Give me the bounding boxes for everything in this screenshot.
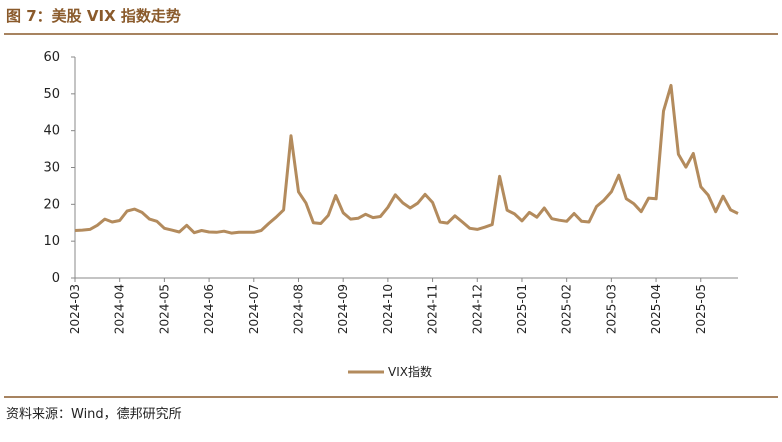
chart-title: 图 7：美股 VIX 指数走势 bbox=[6, 7, 181, 25]
x-tick-label: 2025-02 bbox=[560, 284, 574, 334]
legend-label: VIX指数 bbox=[388, 364, 432, 379]
y-tick-label: 20 bbox=[43, 197, 60, 212]
y-tick-label: 60 bbox=[43, 50, 60, 65]
x-tick-label: 2024-04 bbox=[113, 284, 127, 334]
x-tick-label: 2024-05 bbox=[157, 284, 171, 334]
x-tick-label: 2024-11 bbox=[426, 284, 440, 334]
y-tick-label: 30 bbox=[43, 161, 60, 176]
x-tick-label: 2025-03 bbox=[604, 284, 618, 334]
y-tick-label: 0 bbox=[52, 271, 60, 286]
y-tick-label: 10 bbox=[43, 234, 60, 249]
x-tick-label: 2025-01 bbox=[515, 284, 529, 334]
x-tick-label: 2024-07 bbox=[247, 284, 261, 334]
y-tick-label: 40 bbox=[43, 124, 60, 139]
x-tick-label: 2024-08 bbox=[291, 284, 305, 334]
x-tick-label: 2024-06 bbox=[202, 284, 216, 334]
x-tick-label: 2024-10 bbox=[381, 284, 395, 334]
source-note: 资料来源：Wind，德邦研究所 bbox=[6, 407, 182, 422]
y-tick-label: 50 bbox=[43, 87, 60, 102]
x-tick-label: 2024-03 bbox=[68, 284, 82, 334]
vix-line bbox=[74, 83, 739, 235]
x-tick-label: 2024-12 bbox=[470, 284, 484, 334]
x-tick-label: 2025-04 bbox=[649, 284, 663, 334]
x-tick-label: 2025-05 bbox=[694, 284, 708, 334]
x-tick-label: 2024-09 bbox=[336, 284, 350, 334]
